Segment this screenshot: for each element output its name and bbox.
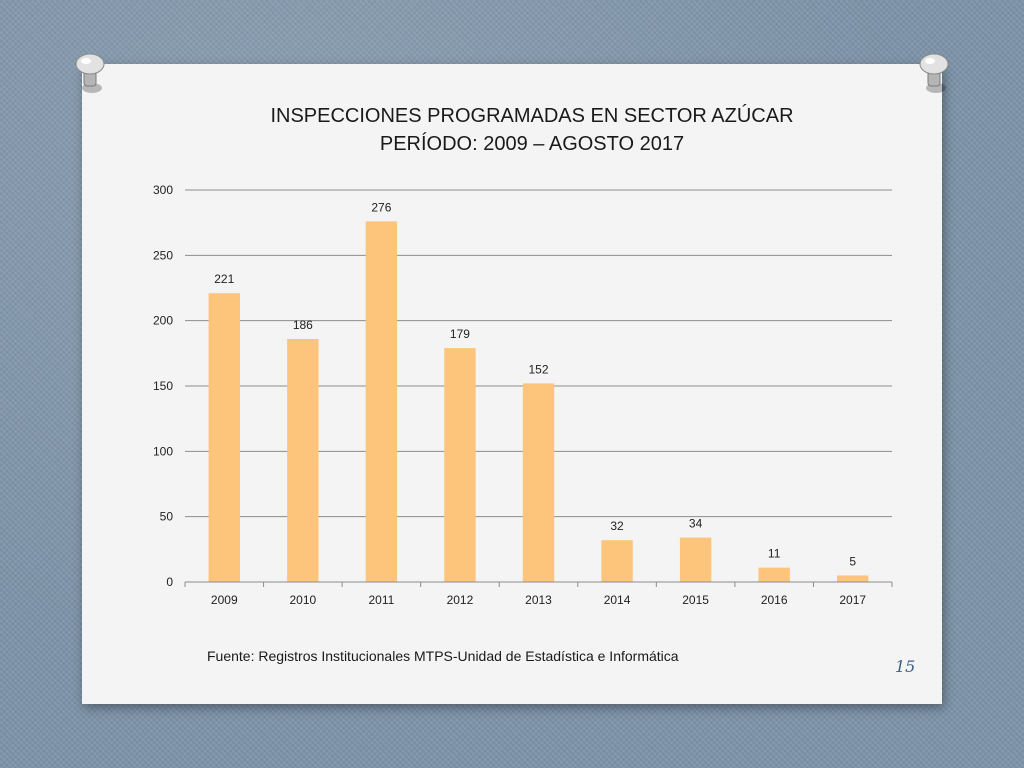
data-label: 186 [293, 318, 313, 332]
bar [601, 540, 633, 582]
data-label: 5 [849, 554, 856, 568]
chart-title-line2: PERÍODO: 2009 – AGOSTO 2017 [379, 133, 685, 155]
bar [365, 221, 398, 583]
data-label: 152 [528, 362, 548, 376]
x-tick-label: 2014 [604, 593, 631, 607]
y-tick-label: 150 [153, 379, 173, 393]
data-label: 276 [371, 200, 391, 214]
bar [522, 383, 555, 582]
bar [444, 348, 476, 582]
bar [287, 338, 319, 582]
x-tick-label: 2010 [289, 593, 316, 607]
chart-title-line1: INSPECCIONES PROGRAMADAS EN SECTOR AZÚCA… [270, 105, 794, 127]
bar [758, 567, 790, 582]
x-tick-label: 2013 [525, 593, 552, 607]
data-label: 179 [450, 327, 470, 341]
pushpin-icon [75, 53, 105, 93]
bar [679, 537, 712, 582]
source-note: Fuente: Registros Institucionales MTPS-U… [207, 648, 679, 664]
bar [837, 575, 869, 582]
data-label: 32 [610, 519, 624, 533]
chart-title: INSPECCIONES PROGRAMADAS EN SECTOR AZÚCA… [82, 102, 982, 158]
x-tick-label: 2016 [761, 593, 788, 607]
y-tick-label: 250 [153, 248, 173, 262]
bar [208, 293, 240, 582]
page-number: 15 [895, 657, 916, 676]
x-tick-label: 2012 [447, 593, 474, 607]
x-tick-label: 2015 [682, 593, 709, 607]
data-label: 221 [214, 272, 234, 286]
y-tick-label: 200 [153, 314, 173, 328]
y-tick-label: 100 [153, 444, 173, 458]
x-tick-label: 2011 [368, 593, 394, 607]
data-label: 11 [768, 547, 781, 561]
x-tick-label: 2009 [211, 593, 238, 607]
data-label: 34 [689, 517, 703, 531]
pushpin-icon [919, 53, 949, 93]
y-tick-label: 300 [153, 183, 173, 197]
x-tick-label: 2017 [839, 593, 866, 607]
y-tick-label: 50 [160, 510, 174, 524]
y-tick-label: 0 [166, 575, 173, 589]
